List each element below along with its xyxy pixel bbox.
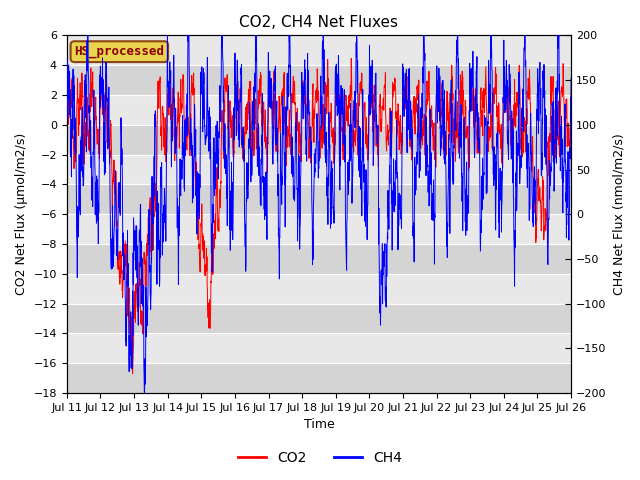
Bar xyxy=(67,155,571,184)
Bar xyxy=(67,125,571,155)
Y-axis label: CH4 Net Flux (nmol/m2/s): CH4 Net Flux (nmol/m2/s) xyxy=(612,133,625,295)
X-axis label: Time: Time xyxy=(303,419,334,432)
Legend: CO2, CH4: CO2, CH4 xyxy=(232,445,408,471)
Bar xyxy=(67,65,571,95)
Bar xyxy=(67,184,571,214)
Bar xyxy=(67,244,571,274)
Bar xyxy=(67,304,571,334)
Text: HS_processed: HS_processed xyxy=(74,45,164,59)
Y-axis label: CO2 Net Flux (μmol/m2/s): CO2 Net Flux (μmol/m2/s) xyxy=(15,133,28,295)
Bar xyxy=(67,363,571,393)
Bar xyxy=(67,334,571,363)
Title: CO2, CH4 Net Fluxes: CO2, CH4 Net Fluxes xyxy=(239,15,399,30)
Bar xyxy=(67,36,571,65)
Bar xyxy=(67,274,571,304)
Bar xyxy=(67,95,571,125)
Bar xyxy=(67,214,571,244)
